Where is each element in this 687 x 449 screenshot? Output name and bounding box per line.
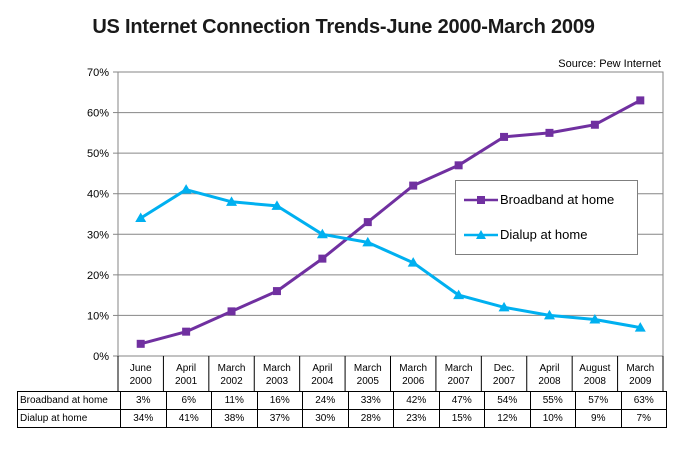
table-cell: 33%: [347, 391, 394, 410]
chart-legend: Broadband at home Dialup at home: [455, 180, 638, 255]
x-tick-label: August: [579, 363, 610, 374]
data-table: Broadband at home 3% 6% 11% 16% 24% 33% 42% 47%…: [17, 391, 667, 428]
legend-dialup-marker: [464, 230, 498, 239]
legend-dialup-label: Dialup at home: [500, 227, 588, 242]
table-cell: 15%: [438, 409, 485, 428]
chart-source: Source: Pew Internet: [558, 58, 661, 70]
table-cell: 16%: [256, 391, 303, 410]
data-point-broadband: [272, 287, 281, 296]
y-tick-label: 0%: [93, 351, 109, 363]
table-cell: 24%: [302, 391, 349, 410]
data-point-dialup: [180, 184, 192, 194]
table-cell: 12%: [484, 409, 531, 428]
table-cell: 63%: [620, 391, 667, 410]
data-point-broadband: [227, 307, 236, 316]
data-point-broadband: [318, 254, 327, 263]
data-point-dialup: [634, 322, 646, 332]
table-cell: 9%: [575, 409, 622, 428]
x-tick-label: March: [399, 363, 427, 374]
data-point-dialup: [589, 313, 601, 324]
x-tick-label: 2000: [130, 376, 153, 387]
data-point-dialup: [498, 301, 510, 312]
table-cell: 42%: [393, 391, 440, 410]
data-point-broadband: [182, 327, 191, 336]
x-tick-label: April: [539, 363, 559, 374]
data-point-broadband: [136, 339, 145, 348]
y-tick-label: 30%: [87, 229, 109, 241]
data-point-broadband: [454, 161, 463, 170]
chart-title: US Internet Connection Trends-June 2000-…: [92, 16, 595, 38]
table-cell: 6%: [165, 391, 212, 410]
y-tick-label: 10%: [87, 310, 109, 322]
x-tick-label: April: [312, 363, 332, 374]
x-tick-label: Dec.: [494, 363, 515, 374]
data-point-dialup: [453, 289, 465, 300]
x-tick-label: 2006: [402, 376, 425, 387]
table-cell: 3%: [120, 391, 167, 410]
table-cell: 54%: [484, 391, 531, 410]
table-row-label: Dialup at home: [17, 409, 121, 428]
series-line-dialup: [139, 188, 641, 330]
x-tick-label: 2002: [220, 376, 243, 387]
legend-broadband-label: Broadband at home: [500, 192, 615, 207]
data-point-dialup: [135, 212, 147, 223]
legend-item-dialup: Dialup at home: [456, 225, 637, 245]
table-cell: 47%: [438, 391, 485, 410]
x-tick-label: March: [218, 363, 246, 374]
x-tick-label: 2007: [493, 376, 516, 387]
data-point-broadband: [500, 132, 509, 141]
data-point-dialup: [316, 228, 328, 239]
data-point-broadband: [590, 120, 599, 129]
table-cell: 11%: [211, 391, 258, 410]
data-point-broadband: [636, 96, 645, 105]
x-tick-label: March: [354, 363, 382, 374]
table-row-label: Broadband at home: [17, 391, 121, 410]
x-tick-label: 2009: [629, 376, 652, 387]
data-point-dialup: [271, 200, 283, 210]
table-cell: 10%: [529, 409, 576, 428]
y-tick-label: 40%: [87, 189, 109, 201]
table-cell: 41%: [165, 409, 212, 428]
x-tick-label: 2007: [448, 376, 471, 387]
table-cell: 34%: [120, 409, 167, 428]
data-point-dialup: [543, 309, 555, 320]
table-cell: 23%: [393, 409, 440, 428]
x-tick-label: 2008: [584, 376, 607, 387]
x-tick-label: 2001: [175, 376, 198, 387]
data-point-dialup: [407, 257, 419, 267]
legend-item-broadband: Broadband at home: [456, 190, 637, 210]
legend-broadband-marker: [464, 196, 498, 204]
data-point-dialup: [362, 236, 374, 247]
data-point-broadband: [363, 218, 372, 227]
x-tick-label: April: [176, 363, 196, 374]
x-tick-label: 2005: [357, 376, 380, 387]
y-tick-label: 50%: [87, 148, 109, 160]
data-point-broadband: [409, 181, 418, 190]
table-row: Dialup at home 34% 41% 38% 37% 30% 28% 23% 15% 1…: [17, 409, 667, 428]
y-tick-label: 20%: [87, 270, 109, 282]
x-tick-label: March: [445, 363, 473, 374]
table-cell: 37%: [256, 409, 303, 428]
y-tick-label: 60%: [87, 108, 109, 120]
series-line-broadband: [140, 99, 642, 346]
table-cell: 30%: [302, 409, 349, 428]
table-cell: 28%: [347, 409, 394, 428]
data-point-dialup: [226, 196, 238, 206]
x-tick-label: 2003: [266, 376, 289, 387]
x-tick-label: June: [130, 363, 152, 374]
x-tick-label: March: [626, 363, 654, 374]
x-tick-label: 2004: [311, 376, 334, 387]
table-cell: 57%: [575, 391, 622, 410]
data-point-broadband: [545, 128, 554, 137]
table-cell: 7%: [620, 409, 667, 428]
x-tick-label: 2008: [538, 376, 561, 387]
x-tick-label: March: [263, 363, 291, 374]
y-tick-label: 70%: [87, 67, 109, 79]
table-cell: 38%: [211, 409, 258, 428]
table-cell: 55%: [529, 391, 576, 410]
table-row: Broadband at home 3% 6% 11% 16% 24% 33% 42% 47%…: [17, 391, 667, 410]
